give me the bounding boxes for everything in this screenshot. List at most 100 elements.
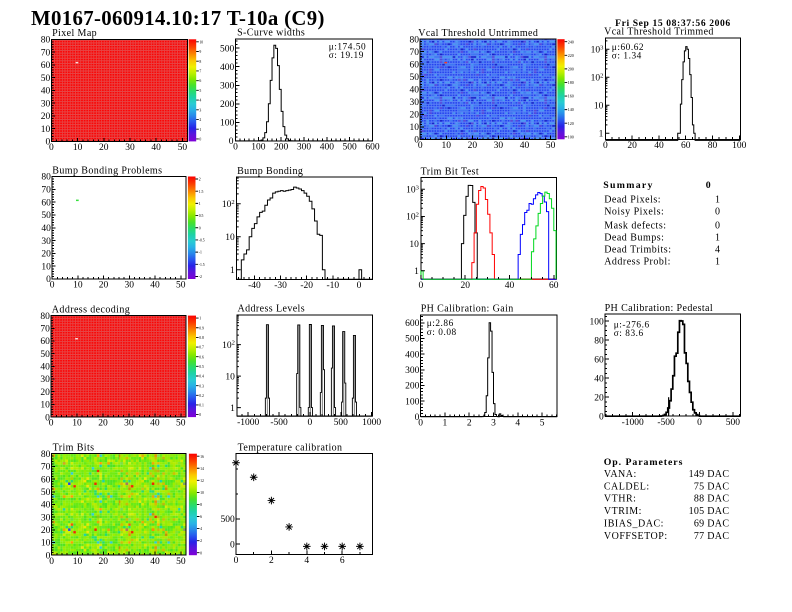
svg-text:0.2: 0.2 (199, 394, 204, 398)
svg-text:40: 40 (410, 85, 420, 95)
svg-text:-1000: -1000 (622, 418, 644, 428)
svg-text:500: 500 (405, 335, 420, 345)
svg-text:S-Curve widths: S-Curve widths (237, 28, 305, 39)
svg-text:0: 0 (357, 281, 362, 291)
svg-text:8: 8 (199, 60, 201, 64)
svg-text:0: 0 (697, 418, 702, 428)
svg-text:0: 0 (199, 413, 201, 417)
svg-text:16: 16 (200, 455, 204, 459)
svg-text:500: 500 (726, 418, 741, 428)
svg-text:12: 12 (200, 479, 204, 483)
svg-text:8: 8 (200, 503, 202, 507)
svg-text:80: 80 (41, 450, 51, 460)
svg-text:10: 10 (41, 262, 51, 272)
svg-text:200: 200 (220, 100, 235, 110)
svg-text:Mask defects:: Mask defects: (604, 221, 666, 232)
svg-text:60: 60 (41, 198, 51, 208)
svg-text:20: 20 (98, 419, 108, 429)
svg-text:140: 140 (568, 107, 574, 112)
svg-text:Vcal Threshold Untrimmed: Vcal Threshold Untrimmed (418, 28, 538, 39)
svg-text:10: 10 (225, 372, 235, 382)
svg-text:10: 10 (200, 491, 204, 495)
svg-text:0: 0 (715, 221, 720, 232)
svg-text:60: 60 (41, 475, 51, 485)
svg-text:0.8: 0.8 (199, 336, 204, 340)
svg-text:PH Calibration: Gain: PH Calibration: Gain (421, 304, 514, 315)
svg-text:103: 103 (591, 44, 605, 55)
svg-text:400: 400 (405, 350, 420, 360)
svg-text:10: 10 (73, 557, 83, 567)
svg-text:500: 500 (334, 418, 349, 428)
svg-text:103: 103 (406, 184, 420, 195)
svg-text:70: 70 (40, 324, 50, 334)
svg-text:10: 10 (442, 141, 452, 151)
svg-text:Summary: Summary (603, 180, 653, 191)
svg-text:50: 50 (41, 211, 51, 221)
svg-text:75 DAC: 75 DAC (694, 481, 729, 492)
svg-text:20: 20 (99, 143, 109, 153)
svg-text:10: 10 (40, 401, 50, 411)
svg-text:0: 0 (46, 275, 51, 285)
svg-text:1: 1 (715, 232, 720, 243)
svg-text:1: 1 (199, 202, 201, 206)
svg-text:0.5: 0.5 (199, 214, 204, 218)
svg-text:20: 20 (627, 141, 637, 151)
svg-text:60: 60 (41, 61, 51, 71)
svg-text:500: 500 (343, 143, 358, 153)
svg-text:100: 100 (405, 397, 420, 407)
svg-text:σ: 1.34: σ: 1.34 (612, 52, 642, 62)
svg-text:2: 2 (200, 539, 202, 543)
svg-text:0: 0 (415, 413, 420, 423)
svg-text:400: 400 (220, 63, 235, 73)
svg-text:6: 6 (199, 79, 201, 83)
svg-text:70: 70 (410, 48, 420, 58)
svg-text:100: 100 (220, 119, 235, 129)
svg-text:40: 40 (41, 501, 51, 511)
svg-text:50: 50 (41, 74, 51, 84)
svg-text:20: 20 (460, 281, 470, 291)
svg-text:0: 0 (418, 141, 423, 151)
svg-text:50: 50 (176, 557, 186, 567)
svg-text:-1000: -1000 (237, 418, 259, 428)
svg-text:1: 1 (199, 317, 201, 321)
svg-text:10: 10 (73, 281, 83, 291)
svg-text:σ: 0.08: σ: 0.08 (427, 328, 457, 338)
svg-text:μ:-276.6: μ:-276.6 (614, 320, 650, 330)
svg-text:Trim Bits: Trim Bits (53, 443, 95, 454)
svg-text:70: 70 (41, 48, 51, 58)
svg-text:0: 0 (45, 413, 50, 423)
svg-text:14: 14 (200, 467, 204, 471)
svg-text:102: 102 (222, 199, 235, 210)
svg-text:500: 500 (220, 44, 235, 54)
svg-text:-0.5: -0.5 (199, 239, 205, 243)
svg-text:70: 70 (41, 186, 51, 196)
svg-text:30: 30 (410, 98, 420, 108)
svg-text:240: 240 (568, 39, 574, 44)
svg-text:0: 0 (308, 418, 313, 428)
svg-text:80: 80 (708, 141, 718, 151)
svg-text:0: 0 (49, 419, 54, 429)
svg-text:0: 0 (234, 556, 239, 566)
svg-text:60: 60 (681, 141, 691, 151)
svg-text:-1: -1 (199, 251, 202, 255)
svg-text:10: 10 (594, 102, 604, 112)
svg-text:20: 20 (40, 388, 50, 398)
svg-text:0: 0 (603, 141, 608, 151)
svg-text:Dead Trimbits:: Dead Trimbits: (604, 244, 671, 255)
svg-text:20: 20 (99, 557, 109, 567)
svg-text:1: 1 (414, 267, 419, 277)
svg-text:120: 120 (568, 121, 574, 126)
svg-text:40: 40 (40, 363, 50, 373)
svg-text:0: 0 (229, 137, 234, 147)
svg-text:40: 40 (41, 224, 51, 234)
svg-text:300: 300 (220, 81, 235, 91)
svg-text:0.3: 0.3 (199, 384, 204, 388)
svg-text:0: 0 (706, 180, 711, 191)
svg-text:μ:60.62: μ:60.62 (612, 43, 644, 53)
svg-text:80: 80 (41, 173, 51, 183)
svg-text:60: 60 (549, 281, 559, 291)
svg-text:10: 10 (73, 143, 83, 153)
svg-text:200: 200 (274, 143, 289, 153)
svg-text:4: 4 (199, 99, 201, 103)
svg-text:77 DAC: 77 DAC (694, 531, 729, 542)
